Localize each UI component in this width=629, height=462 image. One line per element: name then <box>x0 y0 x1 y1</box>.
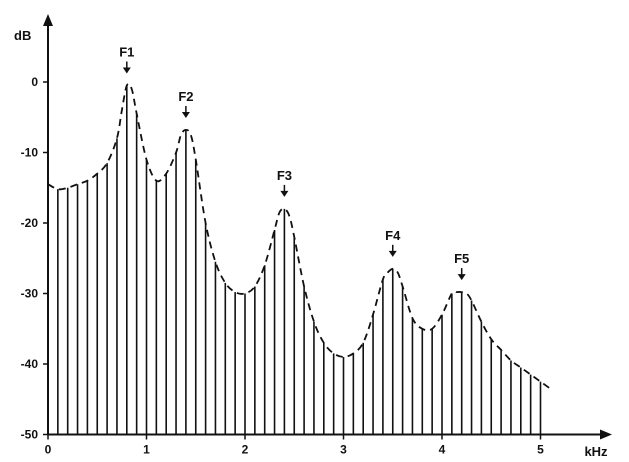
arrow-down-icon <box>181 111 190 118</box>
x-tick-label: 4 <box>439 443 446 457</box>
formant-label: F1 <box>119 45 134 60</box>
formant-label: F3 <box>277 168 292 183</box>
arrow-down-icon <box>280 190 289 197</box>
x-tick-label: 2 <box>242 443 249 457</box>
formant-label: F4 <box>385 228 401 243</box>
x-axis-arrow-icon <box>600 429 612 440</box>
spectral-envelope-line <box>47 82 551 390</box>
y-tick-label: 0 <box>31 75 38 89</box>
y-tick-label: -40 <box>21 357 39 371</box>
y-tick-label: -50 <box>21 428 39 442</box>
formant-annotations: F1 F2 F3 F4 F5 <box>119 45 469 281</box>
y-axis-arrow-icon <box>43 14 53 26</box>
y-tick-label: -30 <box>21 287 39 301</box>
y-tick-label: -10 <box>21 146 39 160</box>
arrow-down-icon <box>457 274 466 281</box>
x-tick-label: 0 <box>45 443 52 457</box>
harmonic-bars <box>57 85 542 435</box>
x-tick-label: 1 <box>143 443 150 457</box>
formant-label: F5 <box>454 251 469 266</box>
y-axis-ticks: 0 -10 -20 -30 -40 -50 <box>21 75 48 442</box>
y-tick-label: -20 <box>21 216 39 230</box>
x-axis-ticks: 0 1 2 3 4 5 <box>45 434 544 457</box>
formant-label: F2 <box>178 89 193 104</box>
arrow-down-icon <box>388 250 397 257</box>
x-tick-label: 3 <box>340 443 347 457</box>
x-tick-label: 5 <box>537 443 544 457</box>
y-axis-label: dB <box>14 28 31 43</box>
x-axis-label: kHz <box>584 444 608 459</box>
arrow-down-icon <box>122 67 131 74</box>
